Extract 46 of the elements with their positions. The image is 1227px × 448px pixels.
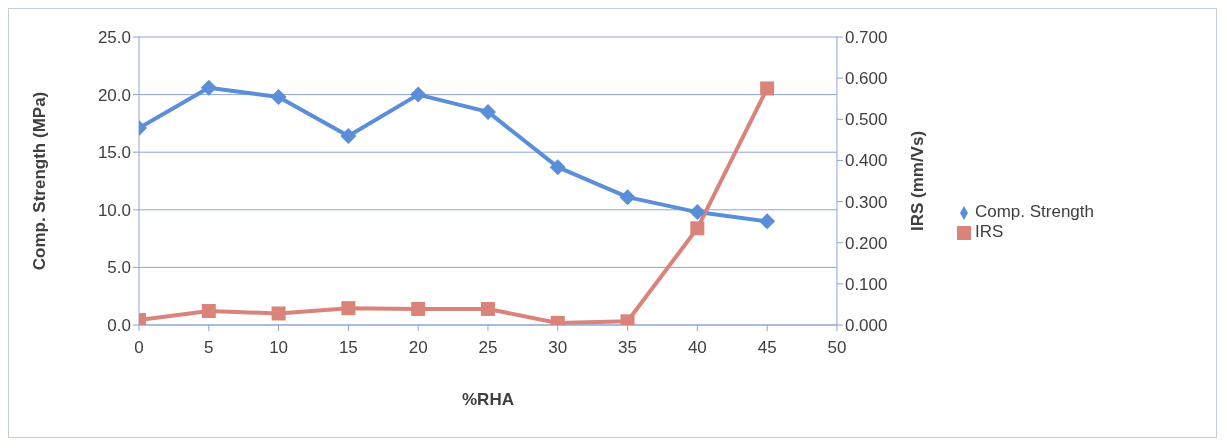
y-axis-title: Comp. Strength (MPa) — [30, 91, 50, 271]
x-tick-label: 20 — [408, 338, 428, 358]
y-tick-label: 20.0 — [97, 85, 131, 105]
x-tick-label: 45 — [757, 338, 777, 358]
x-axis-title: %RHA — [461, 390, 514, 409]
point — [480, 301, 495, 316]
x-tick-label: 0 — [134, 338, 144, 358]
point — [479, 103, 496, 120]
legend-label: IRS — [974, 222, 1004, 241]
point — [549, 159, 566, 176]
y2-axis-title: IRS (mm/Vs) — [907, 130, 927, 232]
point — [760, 81, 775, 96]
x-tick-label: 30 — [548, 338, 568, 358]
point — [271, 306, 286, 321]
x-tick-label: 35 — [618, 338, 638, 358]
y2-tick-label: 0.700 — [844, 28, 888, 48]
y2-tick-label: 0.500 — [844, 110, 888, 130]
point — [200, 79, 217, 96]
x-tick-label: 50 — [827, 338, 847, 358]
y-tick-label: 0.0 — [107, 316, 131, 336]
y2-tick-label: 0.200 — [844, 233, 888, 253]
y2-tick-label: 0.000 — [844, 316, 888, 336]
point — [690, 221, 705, 236]
y-tick-label: 5.0 — [107, 258, 131, 278]
point — [411, 301, 426, 316]
y-tick-label: 25.0 — [97, 28, 131, 48]
point — [201, 304, 216, 319]
y2-tick-label: 0.100 — [844, 274, 888, 294]
x-tick-label: 5 — [204, 338, 214, 358]
y-tick-label: 15.0 — [97, 143, 131, 163]
point — [270, 88, 287, 105]
x-tick-label: 15 — [338, 338, 358, 358]
point — [410, 86, 427, 103]
y2-tick-label: 0.400 — [844, 151, 888, 171]
point — [759, 213, 776, 230]
legend-label: Comp. Strength — [974, 202, 1094, 221]
point — [619, 189, 636, 206]
x-tick-label: 25 — [478, 338, 498, 358]
point — [340, 128, 357, 145]
x-tick-label: 10 — [269, 338, 289, 358]
x-tick-label: 40 — [687, 338, 707, 358]
y-tick-label: 10.0 — [97, 200, 131, 220]
point — [341, 301, 356, 316]
point — [689, 204, 706, 221]
y2-tick-label: 0.600 — [844, 69, 888, 89]
y2-tick-label: 0.300 — [844, 192, 888, 212]
